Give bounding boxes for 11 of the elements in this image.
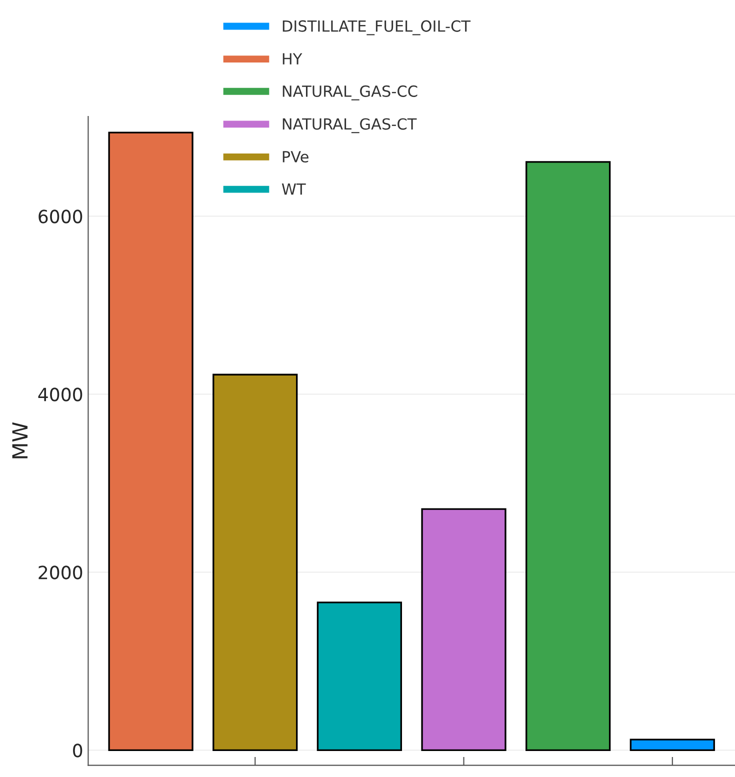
legend-label: HY (282, 53, 302, 64)
y-tick-label: 6000 (38, 210, 82, 224)
legend-label: PVe (282, 151, 308, 163)
y-tick-label: 4000 (38, 388, 82, 402)
legend-label: NATURAL_GAS-CT (282, 118, 417, 134)
y-axis-title: MW (12, 422, 28, 458)
y-tick-label: 2000 (38, 566, 82, 580)
legend-label: WT (282, 184, 306, 195)
y-tick-label: 0 (73, 744, 82, 758)
legend-label: DISTILLATE_FUEL_OIL-CT (282, 20, 471, 36)
legend-label: NATURAL_GAS-CC (282, 85, 418, 100)
